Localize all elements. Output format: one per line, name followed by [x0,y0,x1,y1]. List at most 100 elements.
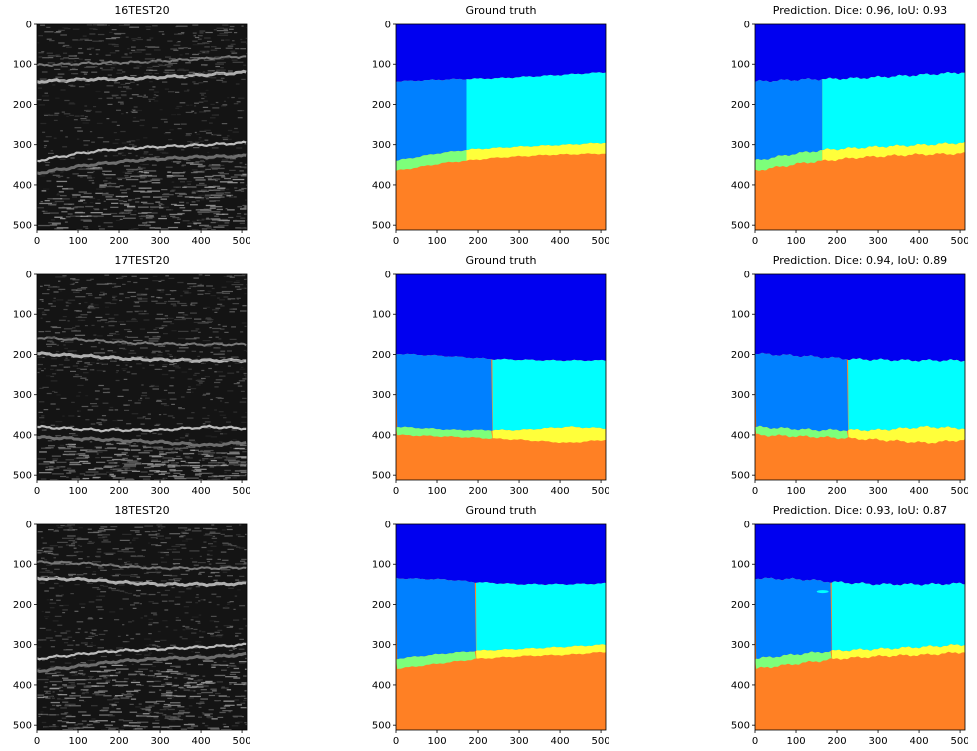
x-tick-label: 200 [827,736,846,747]
panel-title: Ground truth [465,4,537,17]
segmentation-mask [755,274,965,480]
y-tick-label: 500 [13,471,32,482]
x-tick-label: 100 [427,236,446,247]
y-tick-label: 0 [385,271,391,281]
y-tick-label: 0 [26,21,32,31]
x-tick-label: 0 [752,486,758,497]
x-tick-label: 500 [233,736,250,747]
panel-16test20-image: 16TEST20 0 100 200 300 400 500 0 100 200 300 400 50… [0,4,250,247]
region-class1 [396,24,606,82]
x-tick-label: 400 [910,736,929,747]
x-tick-label: 200 [827,486,846,497]
x-tick-label: 300 [151,486,170,497]
x-tick-label: 200 [468,236,487,247]
ultrasound-image [37,524,247,730]
y-tick-label: 100 [372,310,391,321]
x-tick-label: 0 [393,236,399,247]
y-tick-label: 300 [372,640,391,651]
y-tick-label: 100 [372,60,391,71]
x-tick-label: 500 [592,236,609,247]
y-tick-label: 200 [372,350,391,361]
x-tick-label: 0 [393,486,399,497]
segmentation-mask [396,524,606,730]
region-class1 [396,274,606,362]
x-tick-label: 300 [869,486,888,497]
y-tick-label: 400 [13,180,32,191]
y-tick-label: 200 [372,100,391,111]
region-class5 [831,644,965,660]
region-class5 [822,141,965,162]
x-tick-label: 400 [192,736,211,747]
y-tick-label: 300 [731,640,750,651]
y-tick-label: 0 [385,521,391,531]
y-tick-label: 500 [13,721,32,732]
x-tick-label: 0 [393,736,399,747]
region-class5 [848,425,965,444]
x-tick-label: 200 [827,236,846,247]
panel-ground-truth-1: Ground truth 0 100 200 300 400 500 0 100 200 300 4… [359,4,609,247]
x-tick-label: 500 [233,486,250,497]
region-class2 [396,353,493,431]
panel-title: Prediction. Dice: 0.94, IoU: 0.89 [772,254,948,267]
x-tick-label: 400 [551,736,570,747]
y-tick-label: 400 [372,430,391,441]
region-class2 [755,352,849,432]
y-tick-label: 400 [731,680,750,691]
y-tick-label: 100 [731,560,750,571]
y-tick-label: 400 [731,180,750,191]
panel-prediction-3: Prediction. Dice: 0.93, IoU: 0.87 0 100 20… [718,504,968,747]
x-tick-label: 0 [752,236,758,247]
x-tick-label: 100 [68,736,87,747]
y-tick-label: 400 [13,680,32,691]
x-tick-label: 500 [592,736,609,747]
y-tick-label: 400 [372,680,391,691]
region-class4 [755,651,832,669]
y-tick-label: 100 [731,60,750,71]
axes-frame [36,273,248,481]
y-tick-label: 200 [731,350,750,361]
region-class4 [396,150,467,171]
panel-17test20-image: 17TEST20 0 100 200 300 400 500 0 100 200 300 400 50… [0,254,250,497]
x-tick-label: 0 [34,486,40,497]
y-tick-label: 500 [731,221,750,232]
y-tick-label: 200 [731,100,750,111]
y-tick-label: 100 [13,560,32,571]
axes-frame [754,273,966,481]
y-tick-label: 300 [731,390,750,401]
y-tick-label: 500 [731,471,750,482]
y-tick-label: 0 [26,271,32,281]
axes-frame [395,23,607,231]
y-tick-label: 300 [13,390,32,401]
x-tick-label: 300 [151,236,170,247]
panel-ground-truth-2: Ground truth 0 100 200 300 400 500 0 100 200 300 4… [359,254,609,497]
y-tick-label: 500 [13,221,32,232]
region-class3 [822,72,965,151]
axes-frame [395,523,607,731]
x-tick-label: 200 [468,486,487,497]
region-class2 [755,78,823,161]
x-tick-label: 500 [951,236,968,247]
y-tick-label: 300 [372,140,391,151]
y-tick-label: 300 [13,640,32,651]
y-tick-label: 400 [372,180,391,191]
x-tick-label: 300 [510,236,529,247]
region-class4 [755,150,823,171]
y-tick-label: 200 [372,600,391,611]
segmentation-mask [755,524,965,730]
x-tick-label: 400 [192,486,211,497]
panel-18test20-image: 18TEST20 0 100 200 300 400 500 0 100 200 300 400 50… [0,504,250,747]
region-class4 [396,426,493,439]
region-class3 [492,358,606,431]
x-tick-label: 300 [510,486,529,497]
segmentation-mask [396,274,606,480]
x-tick-label: 500 [951,736,968,747]
y-tick-label: 400 [13,430,32,441]
region-class2 [396,78,467,161]
x-tick-label: 400 [551,236,570,247]
region-class4 [396,651,476,669]
